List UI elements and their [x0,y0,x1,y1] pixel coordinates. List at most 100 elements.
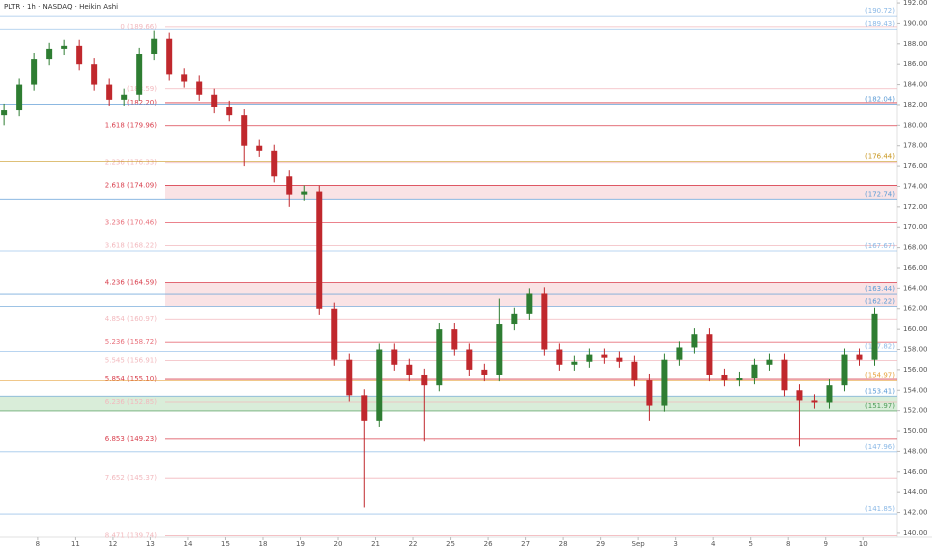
y-tick-label: 164.00 [903,284,928,292]
candle-body [241,115,248,146]
candle-body [721,374,728,381]
level-label: (190.72) [865,7,895,15]
candle-body [541,293,548,350]
candle-body [511,313,518,325]
y-tick-label: 152.00 [903,407,928,415]
x-tick-label: 4 [711,540,716,548]
candle-body [646,380,653,406]
level-label: (163.44) [865,285,895,293]
candle-body [856,354,863,360]
candle-body [1,110,8,116]
candle-body [61,45,68,49]
x-tick-label: 25 [446,540,455,548]
x-tick-label: 20 [334,540,343,548]
y-tick-label: 166.00 [903,264,928,272]
candle-body [556,349,563,365]
y-tick-label: 148.00 [903,447,928,455]
candle-body [811,400,818,403]
level-label: (167.67) [865,242,895,250]
x-tick-label: 28 [559,540,568,548]
x-tick-label: 19 [296,540,305,548]
candle-body [16,84,23,111]
candle-body [421,374,428,386]
level-label: (176.44) [865,153,895,161]
y-tick-label: 192.00 [903,0,928,7]
candle-body [466,349,473,370]
fib-label: 1.618 (179.96) [105,122,157,130]
candle-body [871,313,878,360]
y-tick-label: 190.00 [903,19,928,27]
candle-body [526,293,533,314]
support-zone [0,396,897,411]
candle-body [151,38,158,55]
candle-body [166,38,173,75]
y-tick-label: 146.00 [903,468,928,476]
y-tick-label: 144.00 [903,488,928,496]
x-tick-label: 21 [371,540,380,548]
y-tick-label: 184.00 [903,81,928,89]
x-tick-label: 11 [71,540,80,548]
fib-label: (182.20) [127,99,157,107]
x-tick-label: 14 [183,540,192,548]
fib-label: 0 (189.66) [120,23,157,31]
fib-label: 3.618 (168.22) [105,241,157,249]
candle-body [136,54,143,95]
x-tick-label: 3 [673,540,677,548]
candle-body [121,94,128,100]
candle-body [841,354,848,386]
y-tick-label: 188.00 [903,40,928,48]
level-label: (157.82) [865,342,895,350]
candle-body [736,378,743,381]
candle-body [196,81,203,95]
x-tick-label: 26 [484,540,493,548]
candle-body [286,176,293,195]
x-tick-label: 10 [859,540,868,548]
candle-body [226,106,233,116]
candle-body [751,364,758,379]
y-tick-label: 180.00 [903,121,928,129]
level-label: (153.41) [865,387,895,395]
level-label: (151.97) [865,402,895,410]
candle-body [76,45,83,65]
y-tick-label: 182.00 [903,101,928,109]
y-tick-label: 176.00 [903,162,928,170]
x-tick-label: 15 [221,540,230,548]
x-tick-label: 27 [521,540,530,548]
level-label: (182.04) [865,96,895,104]
candle-body [676,347,683,360]
fib-label: 2.236 (176.33) [105,159,157,167]
candle-body [106,84,113,100]
y-tick-label: 150.00 [903,427,928,435]
candle-body [256,145,263,151]
x-tick-label: 12 [108,540,117,548]
y-tick-label: 178.00 [903,142,928,150]
x-tick-label: 5 [748,540,752,548]
candle-body [406,364,413,375]
candle-body [181,74,188,82]
level-label: (154.97) [865,371,895,379]
candle-body [301,191,308,195]
candle-body [31,59,38,85]
candle-body [766,359,773,365]
candle-body [211,94,218,107]
candle-body [796,390,803,401]
x-tick-label: Sep [632,540,646,548]
fib-label: 2.618 (174.09) [105,182,157,190]
level-label: (147.96) [865,443,895,451]
candle-body [436,329,443,386]
candle-body [691,334,698,348]
candle-body [346,359,353,396]
candle-body [631,361,638,381]
y-tick-label: 186.00 [903,60,928,68]
candle-body [331,308,338,360]
candle-body [361,395,368,421]
fib-label: 5.545 (156.91) [105,357,157,365]
candle-body [826,385,833,403]
candle-body [481,369,488,375]
level-label: (172.74) [865,190,895,198]
candle-body [451,329,458,350]
x-tick-label: 29 [596,540,605,548]
